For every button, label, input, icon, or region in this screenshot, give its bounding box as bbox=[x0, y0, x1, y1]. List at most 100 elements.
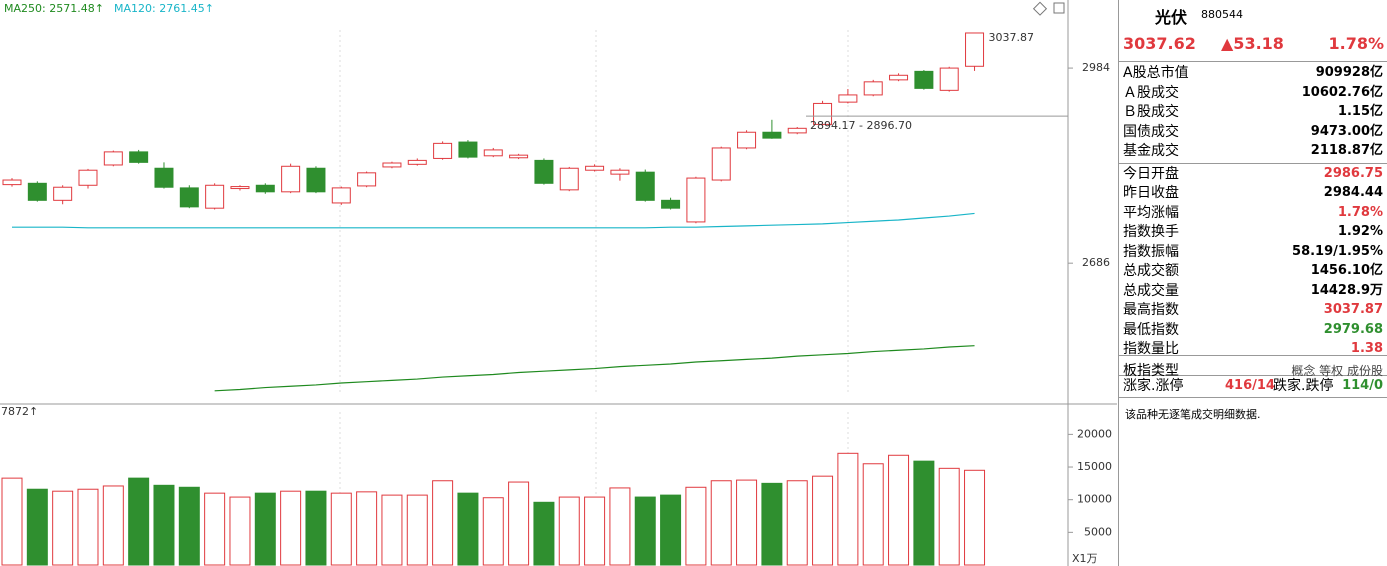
info-row: Ｂ股成交 1.15亿 bbox=[1123, 102, 1385, 122]
volume-bar bbox=[77, 488, 99, 566]
label: 指数振幅 bbox=[1123, 243, 1179, 260]
value: 416/14 bbox=[1225, 378, 1275, 393]
volume-bar bbox=[1, 477, 23, 566]
label: 跌家.跌停 bbox=[1273, 378, 1334, 394]
info-row: 指数量比 1.38 bbox=[1123, 339, 1385, 359]
volume-bar bbox=[381, 494, 403, 566]
info-row: 平均涨幅 1.78% bbox=[1123, 203, 1385, 223]
value: 10602.76亿 bbox=[1301, 84, 1383, 100]
volume-bar bbox=[584, 496, 606, 566]
value: 9473.00亿 bbox=[1310, 123, 1383, 139]
legend-entry: MA120: 2761.45↑ bbox=[114, 2, 214, 15]
candle-body bbox=[635, 171, 655, 201]
volume-bar bbox=[229, 496, 251, 566]
candle-body bbox=[382, 162, 402, 168]
value: 114/0 bbox=[1342, 378, 1383, 393]
info-row: 最高指数 3037.87 bbox=[1123, 300, 1385, 320]
volume-bar bbox=[26, 488, 48, 566]
volume-bar bbox=[660, 494, 682, 566]
candle-body bbox=[306, 167, 326, 193]
candle-body bbox=[230, 186, 250, 190]
label: 指数换手 bbox=[1123, 224, 1179, 240]
info-row: 昨日收盘 2984.44 bbox=[1123, 183, 1385, 203]
label: 总成交额 bbox=[1123, 263, 1179, 279]
volume-bar bbox=[153, 484, 175, 566]
candle-body bbox=[458, 141, 478, 158]
volume-bar bbox=[204, 492, 226, 566]
label: Ｂ股成交 bbox=[1123, 104, 1179, 120]
label: 板指类型 bbox=[1123, 362, 1179, 379]
candle-body bbox=[610, 169, 630, 175]
value: 2118.87亿 bbox=[1310, 143, 1383, 158]
label: 总成交量 bbox=[1123, 282, 1179, 299]
candle-body bbox=[534, 159, 554, 184]
y-tick-label: 15000 bbox=[1077, 460, 1112, 473]
price: 3037.62 bbox=[1123, 34, 1196, 53]
volume-bar bbox=[305, 490, 327, 566]
volume-bar bbox=[964, 469, 986, 566]
separator bbox=[1119, 61, 1387, 62]
stock-code: 880544 bbox=[1201, 8, 1243, 21]
value: 58.19/1.95% bbox=[1292, 243, 1383, 259]
label: 最低指数 bbox=[1123, 321, 1179, 338]
candle-body bbox=[331, 187, 351, 204]
info-row: 基金成交 2118.87亿 bbox=[1123, 141, 1385, 161]
candle-body bbox=[483, 149, 503, 157]
value: 2984.44 bbox=[1323, 185, 1383, 200]
value: 1.15亿 bbox=[1337, 104, 1383, 119]
volume-bar bbox=[609, 487, 631, 566]
volume-bar bbox=[761, 482, 783, 566]
candle-body bbox=[407, 159, 427, 165]
candle-body bbox=[255, 184, 275, 193]
candle-body bbox=[838, 94, 858, 103]
value: 1.38 bbox=[1350, 341, 1383, 356]
volume-bar bbox=[254, 492, 276, 566]
info-row: 指数换手 1.92% bbox=[1123, 222, 1385, 242]
info-row: 最低指数 2979.68 bbox=[1123, 320, 1385, 340]
grid bbox=[339, 30, 849, 560]
volume-bar bbox=[533, 501, 555, 566]
candle-body bbox=[762, 131, 782, 139]
info-row: 板指类型 概念 等权 成份股 bbox=[1123, 361, 1385, 381]
volume-bar bbox=[685, 486, 707, 566]
label: A股总市值 bbox=[1123, 65, 1189, 81]
volume-bar bbox=[330, 492, 352, 566]
volume-bar bbox=[102, 485, 124, 566]
info-panel: 光伏 880544 3037.62 ▲53.18 1.78% 涨家.涨停 416… bbox=[1118, 0, 1387, 566]
annotation: 3037.87 bbox=[989, 31, 1035, 44]
candle-body bbox=[939, 67, 959, 91]
y-tick-label: 20000 bbox=[1077, 427, 1112, 440]
volume-bar bbox=[482, 497, 504, 566]
icon[interactable] bbox=[1053, 2, 1065, 14]
volume-bar bbox=[52, 490, 74, 566]
volume-bar bbox=[913, 460, 935, 566]
info-row: A股总市值 909928亿 bbox=[1123, 63, 1385, 83]
candle-body bbox=[433, 142, 453, 159]
candle-body bbox=[559, 167, 579, 191]
y-tick-label: 2686 bbox=[1082, 256, 1110, 269]
info-row: 指数振幅 58.19/1.95% bbox=[1123, 242, 1385, 262]
volume-bar bbox=[938, 467, 960, 566]
info-row: 今日开盘 2986.75 bbox=[1123, 164, 1385, 184]
volume-title: 7872↑ bbox=[1, 405, 38, 418]
value[interactable]: 概念 等权 成份股 bbox=[1291, 363, 1383, 378]
volume-bar bbox=[457, 492, 479, 566]
candle-body bbox=[27, 182, 47, 201]
label: 基金成交 bbox=[1123, 143, 1179, 159]
candle-body bbox=[585, 165, 605, 171]
candle-body bbox=[2, 179, 22, 186]
ma-line bbox=[214, 345, 975, 392]
value: 2986.75 bbox=[1323, 165, 1383, 181]
volume-bar bbox=[178, 486, 200, 566]
info-row: 国债成交 9473.00亿 bbox=[1123, 122, 1385, 142]
candle-body bbox=[965, 32, 985, 67]
separator bbox=[1119, 355, 1387, 356]
candle-body bbox=[281, 165, 301, 193]
icon[interactable] bbox=[1032, 1, 1048, 16]
volume-bar bbox=[508, 481, 530, 566]
info-row: Ａ股成交 10602.76亿 bbox=[1123, 83, 1385, 103]
separator bbox=[1119, 397, 1387, 398]
label: 指数量比 bbox=[1123, 341, 1179, 357]
candle-body bbox=[154, 167, 174, 188]
